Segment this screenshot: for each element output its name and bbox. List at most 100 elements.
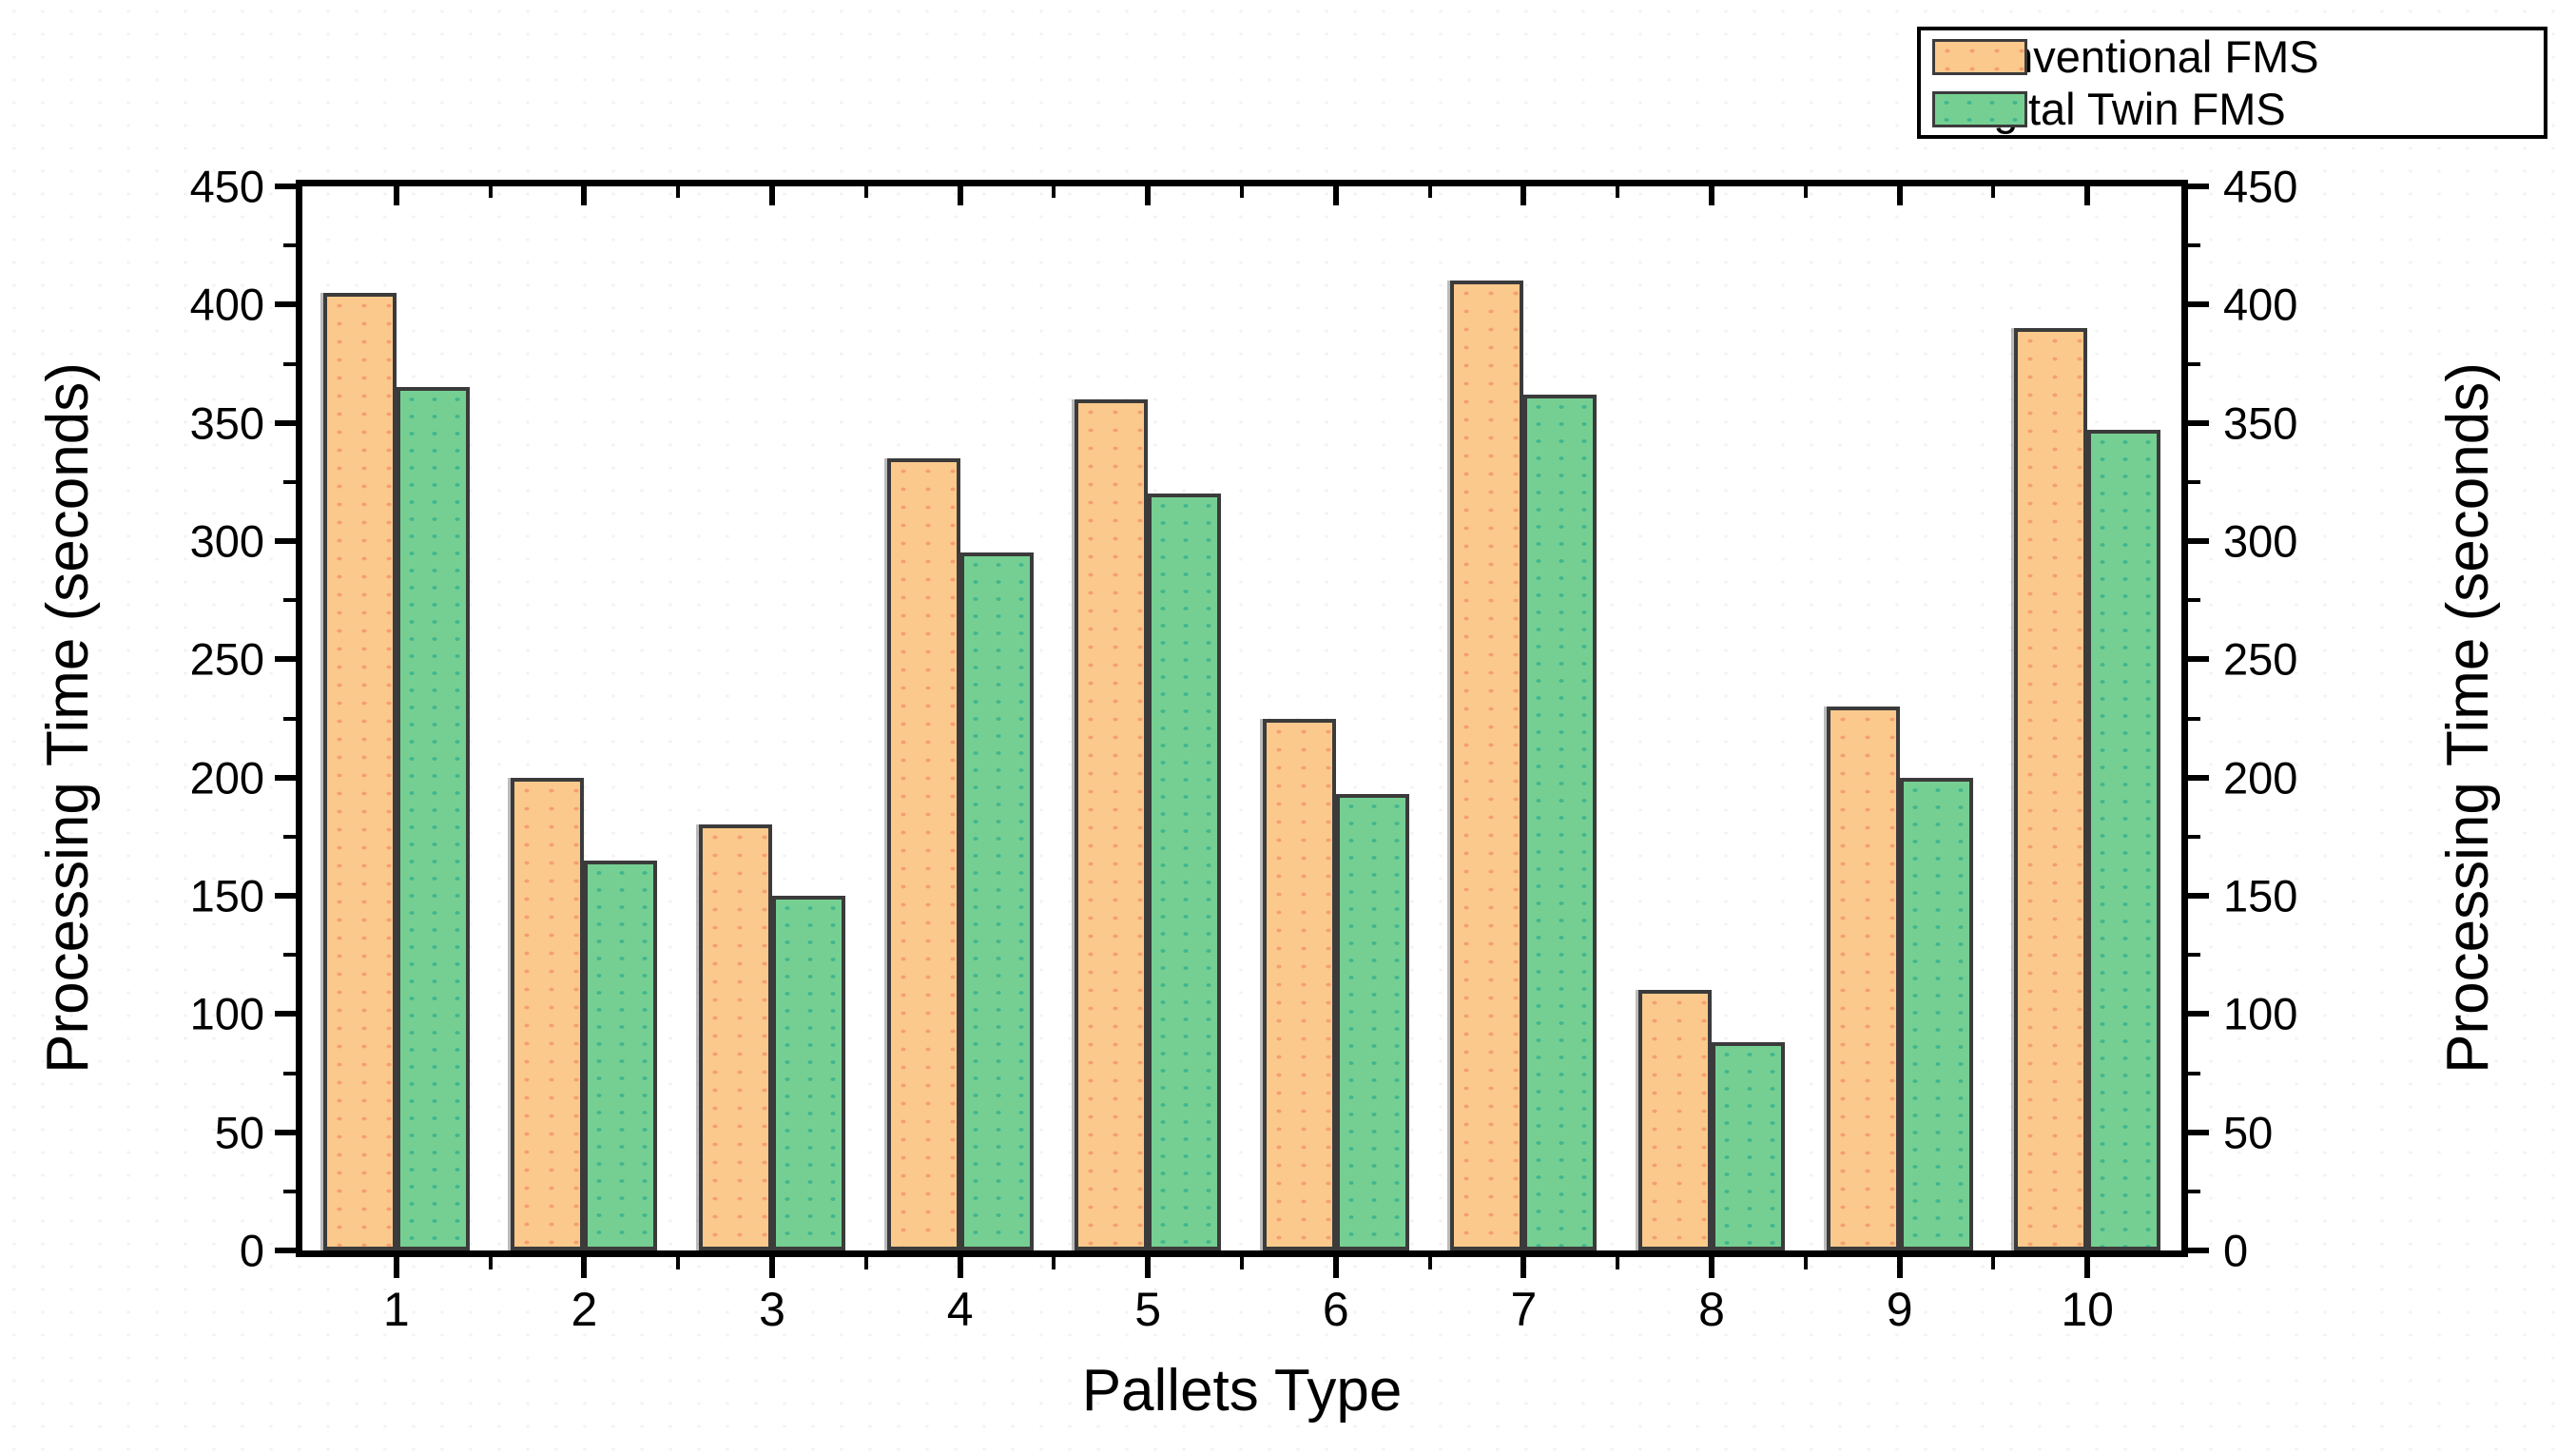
y-tick-label-right: 50 [2223, 1107, 2274, 1158]
bar-digital-twin-pallet-5 [1148, 494, 1222, 1250]
x-tick-label: 9 [1886, 1283, 1913, 1336]
y-tick-label-left: 400 [189, 279, 264, 330]
y-major-tick-left [275, 1011, 296, 1017]
y-major-tick-right [2188, 184, 2209, 189]
bar-digital-twin-pallet-3 [772, 896, 845, 1250]
x-minor-tick-top [488, 186, 493, 198]
bar-digital-twin-pallet-2 [584, 860, 658, 1250]
x-minor-tick-bottom [1803, 1257, 1808, 1269]
y-tick-label-left: 100 [189, 988, 264, 1039]
x-tick-label: 8 [1698, 1283, 1725, 1336]
y-major-tick-right [2188, 301, 2209, 308]
y-minor-tick-left [283, 834, 296, 839]
bar-conventional-pallet-1 [322, 292, 397, 1250]
y-major-tick-left [275, 419, 296, 426]
bar-digital-twin-pallet-8 [1712, 1042, 1785, 1250]
bar-digital-twin-pallet-6 [1335, 794, 1409, 1250]
x-minor-tick-bottom [488, 1257, 493, 1269]
y-major-tick-left [275, 656, 296, 663]
y-tick-label-right: 450 [2223, 161, 2298, 212]
x-major-tick-bottom [1520, 1257, 1527, 1278]
y-major-tick-right [2188, 1011, 2209, 1017]
x-minor-tick-top [1616, 186, 1620, 198]
legend-row: Conventional FMS [1932, 34, 2532, 79]
y-tick-label-right: 100 [2223, 988, 2298, 1039]
y-major-tick-right [2188, 656, 2209, 663]
bar-conventional-pallet-8 [1638, 990, 1712, 1250]
x-major-tick-bottom [1896, 1257, 1903, 1278]
x-minor-tick-bottom [1616, 1257, 1620, 1269]
x-major-tick-bottom [957, 1257, 963, 1278]
y-tick-label-right: 250 [2223, 633, 2298, 685]
x-major-tick-bottom [1145, 1257, 1152, 1278]
x-major-tick-top [581, 186, 588, 205]
bar-conventional-pallet-6 [1262, 718, 1336, 1250]
y-minor-tick-left [283, 598, 296, 603]
y-tick-label-left: 250 [189, 633, 264, 685]
x-minor-tick-top [1991, 186, 1996, 198]
x-major-tick-bottom [1709, 1257, 1714, 1278]
x-major-tick-top [1896, 186, 1903, 205]
y-tick-label-right: 400 [2223, 279, 2298, 330]
x-minor-tick-bottom [1052, 1257, 1056, 1269]
x-major-tick-top [1520, 186, 1527, 205]
x-minor-tick-top [863, 186, 868, 198]
x-major-tick-top [393, 186, 399, 205]
bar-conventional-pallet-9 [1826, 707, 1900, 1250]
legend: Conventional FMS Digital Twin FMS [1917, 27, 2547, 139]
y-minor-tick-left [283, 953, 296, 958]
x-minor-tick-bottom [1427, 1257, 1432, 1269]
legend-swatch-digital-twin-fms [1932, 90, 2027, 127]
y-tick-label-right: 350 [2223, 397, 2298, 449]
x-minor-tick-bottom [1991, 1257, 1996, 1269]
x-minor-tick-bottom [863, 1257, 868, 1269]
bar-conventional-pallet-3 [699, 824, 772, 1250]
bar-digital-twin-pallet-1 [396, 387, 470, 1250]
y-tick-label-right: 300 [2223, 515, 2298, 567]
x-tick-label: 3 [759, 1283, 785, 1336]
x-major-tick-top [1709, 186, 1714, 205]
y-major-tick-right [2188, 538, 2209, 544]
y-major-tick-left [275, 774, 296, 781]
x-major-tick-bottom [393, 1257, 399, 1278]
y-axis-title-left: Processing Time (seconds) [35, 362, 101, 1074]
x-major-tick-bottom [2084, 1257, 2091, 1278]
legend-row: Digital Twin FMS [1932, 87, 2532, 131]
y-minor-tick-right [2188, 1071, 2200, 1075]
x-major-tick-top [957, 186, 963, 205]
y-minor-tick-right [2188, 953, 2200, 958]
y-minor-tick-left [283, 243, 296, 248]
bar-digital-twin-pallet-4 [959, 552, 1034, 1250]
x-tick-label: 6 [1322, 1283, 1349, 1336]
y-minor-tick-left [283, 1071, 296, 1075]
x-major-tick-bottom [769, 1257, 775, 1278]
x-tick-label: 10 [2061, 1283, 2114, 1336]
bar-conventional-pallet-7 [1450, 281, 1524, 1250]
x-major-tick-top [1332, 186, 1339, 205]
bar-digital-twin-pallet-7 [1523, 394, 1598, 1250]
y-tick-label-left: 0 [239, 1225, 264, 1276]
plot-area [296, 180, 2188, 1257]
y-major-tick-left [275, 301, 296, 308]
y-major-tick-left [275, 184, 296, 189]
y-major-tick-right [2188, 774, 2209, 781]
y-minor-tick-right [2188, 361, 2200, 366]
y-tick-label-left: 300 [189, 515, 264, 567]
bar-conventional-pallet-5 [1075, 398, 1149, 1250]
y-tick-label-left: 350 [189, 397, 264, 449]
y-major-tick-right [2188, 419, 2209, 426]
x-major-tick-bottom [1332, 1257, 1339, 1278]
y-minor-tick-right [2188, 1189, 2200, 1193]
y-minor-tick-right [2188, 479, 2200, 484]
x-major-tick-top [1145, 186, 1152, 205]
y-major-tick-left [275, 1248, 296, 1253]
x-tick-label: 7 [1510, 1283, 1538, 1336]
x-minor-tick-bottom [1240, 1257, 1244, 1269]
x-minor-tick-top [1052, 186, 1056, 198]
y-major-tick-right [2188, 1248, 2209, 1253]
y-minor-tick-right [2188, 598, 2200, 603]
bar-digital-twin-pallet-10 [2087, 430, 2161, 1250]
y-minor-tick-right [2188, 716, 2200, 721]
x-tick-label: 4 [946, 1283, 974, 1336]
